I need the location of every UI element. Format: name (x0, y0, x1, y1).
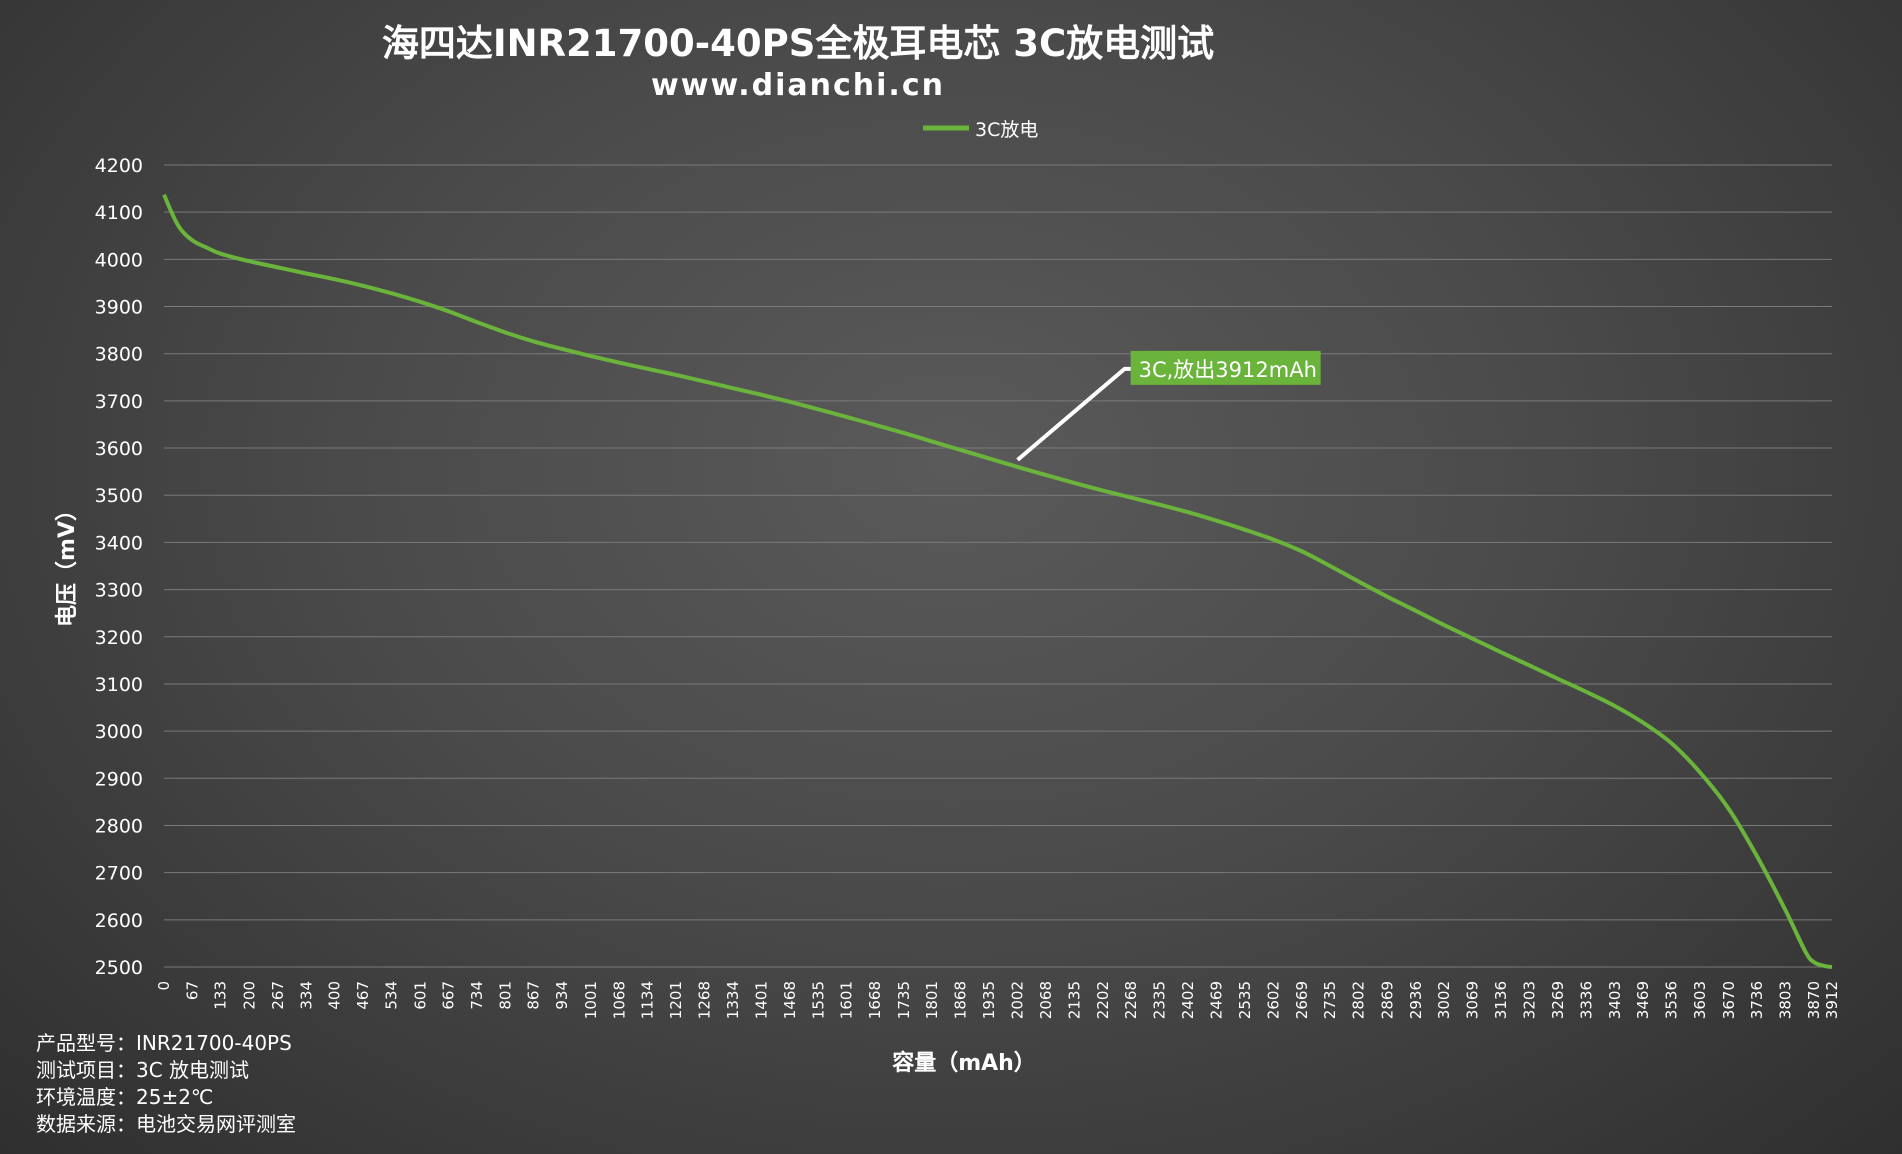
x-tick-label: 1201 (667, 981, 685, 1019)
x-tick-label: 3002 (1435, 981, 1453, 1019)
x-tick-label: 1935 (980, 981, 998, 1019)
y-tick-label: 4000 (95, 249, 143, 271)
y-tick-label: 3000 (95, 721, 143, 743)
series-line-3c-discharge (162, 193, 1833, 969)
y-tick-label: 2900 (95, 768, 143, 790)
x-tick-label: 467 (354, 981, 372, 1010)
x-tick-label: 1068 (610, 981, 628, 1019)
y-tick-labels: 4200 4100 4000 3900 3800 3700 3600 3500 3400 3300… (95, 155, 143, 979)
legend: 3C放电 (923, 119, 1038, 141)
y-tick-label: 3700 (95, 391, 143, 413)
info-line-test: 测试项目：3C 放电测试 (36, 1058, 250, 1082)
x-tick-label: 1601 (838, 981, 856, 1019)
x-tick-label: 3269 (1549, 981, 1567, 1019)
x-tick-label: 3736 (1748, 981, 1766, 1019)
x-tick-label: 3469 (1634, 981, 1652, 1019)
x-tick-label: 1334 (724, 981, 742, 1019)
y-tick-label: 4100 (95, 202, 143, 224)
x-tick-label: 67 (184, 981, 202, 1000)
x-tick-label: 2002 (1009, 981, 1027, 1019)
x-tick-label: 934 (553, 981, 571, 1010)
x-tick-label: 267 (269, 981, 287, 1010)
x-tick-label: 667 (439, 981, 457, 1010)
x-tick-label: 601 (411, 981, 429, 1010)
info-line-model: 产品型号：INR21700-40PS (36, 1031, 292, 1055)
x-tick-label: 2535 (1236, 981, 1254, 1019)
callout-leader-line (1016, 366, 1133, 462)
series-layer (162, 193, 1833, 969)
x-tick-label: 3670 (1720, 981, 1738, 1019)
x-tick-label: 2335 (1151, 981, 1169, 1019)
x-tick-label: 801 (497, 981, 515, 1010)
y-tick-label: 3800 (95, 344, 143, 366)
x-tick-label: 2268 (1122, 981, 1140, 1019)
chart-title: 海四达INR21700-40PS全极耳电芯 3C放电测试 (382, 22, 1214, 65)
x-tick-label: 1801 (923, 981, 941, 1019)
y-tick-label: 3400 (95, 532, 143, 554)
x-tick-label: 3403 (1606, 981, 1624, 1019)
y-axis-label: 电压（mV） (55, 499, 80, 627)
x-tick-label: 1001 (582, 981, 600, 1019)
x-tick-label: 2202 (1094, 981, 1112, 1019)
x-tick-label: 3336 (1577, 981, 1595, 1019)
x-tick-label: 867 (525, 981, 543, 1010)
x-tick-label: 334 (297, 981, 315, 1010)
y-tick-label: 3500 (95, 485, 143, 507)
x-tick-label: 1134 (639, 981, 657, 1019)
x-tick-label: 3203 (1521, 981, 1539, 1019)
info-line-source: 数据来源：电池交易网评测室 (36, 1112, 296, 1136)
x-tick-label: 2735 (1321, 981, 1339, 1019)
y-tick-label: 2700 (95, 863, 143, 885)
x-tick-label: 3136 (1492, 981, 1510, 1019)
y-tick-label: 2800 (95, 815, 143, 837)
y-tick-label: 2600 (95, 910, 143, 932)
gridlines (164, 164, 1832, 968)
x-tick-label: 734 (468, 981, 486, 1010)
x-tick-label: 1535 (809, 981, 827, 1019)
y-tick-label: 3100 (95, 674, 143, 696)
info-line-temperature: 环境温度：25±2℃ (36, 1085, 214, 1109)
y-tick-label: 3200 (95, 627, 143, 649)
x-tick-label: 3870 (1805, 981, 1823, 1019)
y-tick-label: 3600 (95, 438, 143, 460)
x-tick-label: 1668 (866, 981, 884, 1019)
x-tick-label: 2402 (1179, 981, 1197, 1019)
x-tick-label: 2669 (1293, 981, 1311, 1019)
x-tick-label: 1401 (752, 981, 770, 1019)
x-tick-label: 2869 (1378, 981, 1396, 1019)
x-tick-label: 3069 (1464, 981, 1482, 1019)
callout-label: 3C,放出3912mAh (1139, 358, 1317, 382)
x-tick-label: 2936 (1407, 981, 1425, 1019)
x-tick-label: 2802 (1350, 981, 1368, 1019)
chart-subtitle: www.dianchi.cn (651, 68, 945, 103)
x-tick-label: 2068 (1037, 981, 1055, 1019)
test-info-block: 产品型号：INR21700-40PS 测试项目：3C 放电测试 环境温度：25±… (36, 1030, 296, 1138)
x-tick-label: 2135 (1065, 981, 1083, 1019)
x-tick-label: 2469 (1208, 981, 1226, 1019)
x-tick-label: 3536 (1663, 981, 1681, 1019)
x-tick-label: 0 (155, 981, 173, 991)
x-axis-label: 容量（mAh） (892, 1050, 1036, 1076)
x-tick-label: 1868 (951, 981, 969, 1019)
y-tick-label: 2500 (95, 957, 143, 979)
y-tick-label: 4200 (95, 155, 143, 177)
x-tick-label: 1268 (696, 981, 714, 1019)
x-tick-label: 3603 (1691, 981, 1709, 1019)
x-tick-label: 400 (326, 981, 344, 1010)
annotation-layer: 3C,放出3912mAh (1016, 350, 1321, 462)
x-tick-labels: 0 67 133 200 267 334 400 467 534 601 667 734 801 867 9… (155, 981, 1841, 1019)
x-tick-label: 1735 (895, 981, 913, 1019)
x-tick-label: 200 (240, 981, 258, 1010)
callout-box (1130, 350, 1321, 385)
x-tick-label: 3912 (1823, 981, 1841, 1019)
x-tick-label: 1468 (781, 981, 799, 1019)
x-tick-label: 3803 (1777, 981, 1795, 1019)
x-tick-label: 133 (212, 981, 230, 1010)
legend-label: 3C放电 (975, 119, 1038, 141)
y-tick-label: 3300 (95, 580, 143, 602)
x-tick-label: 534 (383, 981, 401, 1010)
y-tick-label: 3900 (95, 297, 143, 319)
x-tick-label: 2602 (1264, 981, 1282, 1019)
